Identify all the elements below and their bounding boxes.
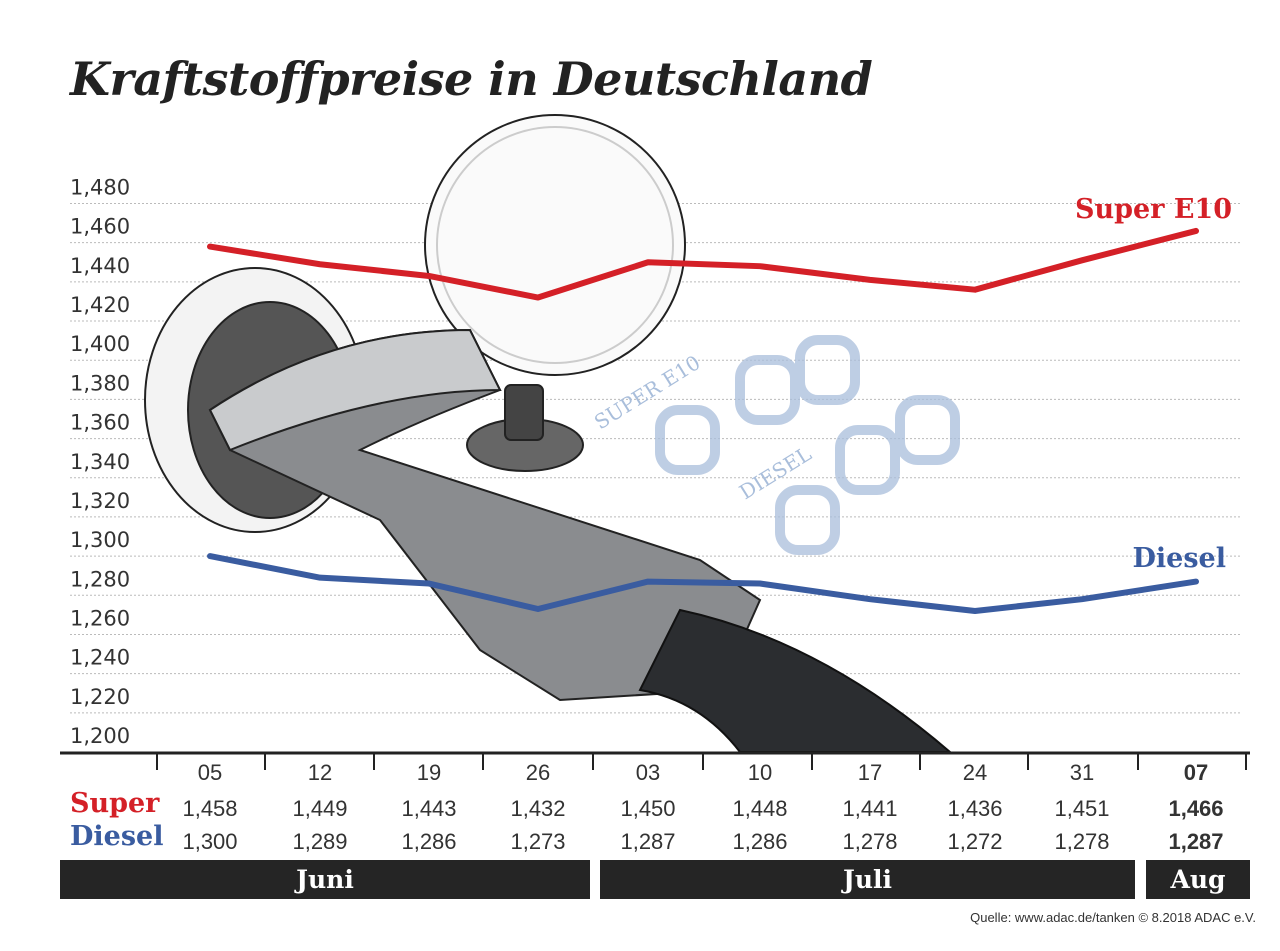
y-tick-label: 1,200 xyxy=(70,724,130,748)
y-tick-label: 1,480 xyxy=(70,176,130,200)
x-category-label: 10 xyxy=(748,760,772,785)
month-bar xyxy=(60,860,590,899)
y-tick-label: 1,420 xyxy=(70,293,130,317)
x-category-label: 05 xyxy=(198,760,222,785)
data-label-super: 1,449 xyxy=(292,796,347,821)
row-label-super: Super xyxy=(70,788,160,819)
y-tick-label: 1,380 xyxy=(70,371,130,395)
data-label-diesel: 1,278 xyxy=(1054,829,1109,854)
y-tick-label: 1,400 xyxy=(70,332,130,356)
data-label-super: 1,448 xyxy=(732,796,787,821)
chart-title: Kraftstoffpreise in Deutschland xyxy=(70,52,873,106)
y-tick-label: 1,260 xyxy=(70,606,130,630)
data-label-super: 1,458 xyxy=(182,796,237,821)
y-tick-label: 1,240 xyxy=(70,646,130,670)
x-category-label: 17 xyxy=(858,760,882,785)
x-category-label: 12 xyxy=(308,760,332,785)
data-label-diesel: 1,289 xyxy=(292,829,347,854)
x-category-label: 07 xyxy=(1184,760,1208,785)
legend-diesel: Diesel xyxy=(1133,543,1227,574)
data-label-super: 1,450 xyxy=(620,796,675,821)
data-label-diesel: 1,286 xyxy=(732,829,787,854)
data-label-diesel: 1,286 xyxy=(401,829,456,854)
source-note: Quelle: www.adac.de/tanken © 8.2018 ADAC… xyxy=(970,910,1256,925)
y-tick-label: 1,460 xyxy=(70,215,130,239)
data-label-diesel: 1,272 xyxy=(947,829,1002,854)
data-label-diesel: 1,273 xyxy=(510,829,565,854)
month-bar xyxy=(1146,860,1250,899)
month-label: Aug xyxy=(1169,865,1225,894)
data-label-diesel: 1,287 xyxy=(1168,829,1223,854)
month-bar xyxy=(600,860,1135,899)
x-category-label: 24 xyxy=(963,760,987,785)
data-label-super: 1,436 xyxy=(947,796,1002,821)
x-category-label: 31 xyxy=(1070,760,1094,785)
y-tick-label: 1,300 xyxy=(70,528,130,552)
month-label: Juni xyxy=(294,865,354,894)
data-label-super: 1,441 xyxy=(842,796,897,821)
fuel-nozzle-illustration: SUPER E10 DIESEL xyxy=(144,114,960,753)
data-label-super: 1,443 xyxy=(401,796,456,821)
data-label-diesel: 1,300 xyxy=(182,829,237,854)
y-tick-label: 1,220 xyxy=(70,685,130,709)
y-tick-label: 1,340 xyxy=(70,450,130,474)
x-category-label: 26 xyxy=(526,760,550,785)
row-label-diesel: Diesel xyxy=(70,821,164,852)
legend-super-e10: Super E10 xyxy=(1075,194,1232,225)
x-category-label: 03 xyxy=(636,760,660,785)
y-tick-label: 1,320 xyxy=(70,489,130,513)
data-label-super: 1,432 xyxy=(510,796,565,821)
data-label-super: 1,466 xyxy=(1168,796,1223,821)
month-label: Juli xyxy=(841,865,892,894)
series-line-diesel xyxy=(207,553,1199,614)
data-label-super: 1,451 xyxy=(1054,796,1109,821)
x-category-label: 19 xyxy=(417,760,441,785)
data-label-diesel: 1,287 xyxy=(620,829,675,854)
y-tick-label: 1,280 xyxy=(70,567,130,591)
series-line-super-e10 xyxy=(207,227,1199,301)
y-tick-label: 1,440 xyxy=(70,254,130,278)
y-tick-label: 1,360 xyxy=(70,411,130,435)
fuel-cap-illustration xyxy=(424,114,686,376)
data-label-diesel: 1,278 xyxy=(842,829,897,854)
